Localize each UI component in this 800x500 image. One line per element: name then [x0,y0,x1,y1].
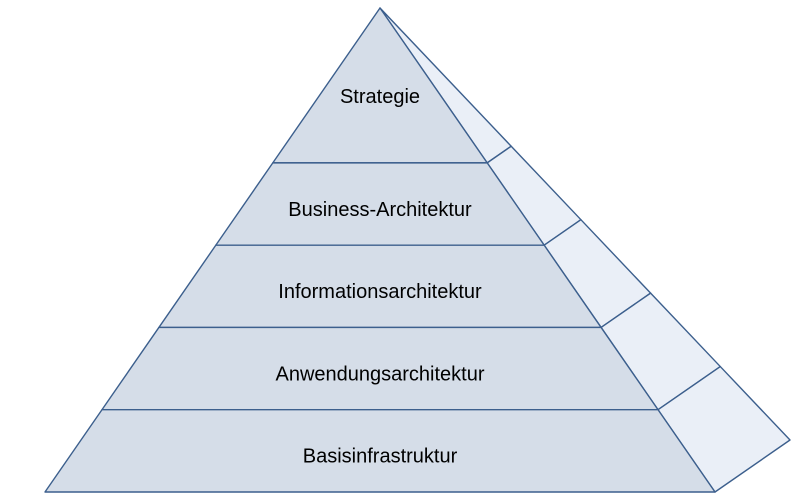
pyramid-label-2: Informationsarchitektur [278,281,482,303]
pyramid-label-1: Business-Architektur [288,199,472,221]
pyramid-diagram: Strategie Business-Architektur Information… [0,0,800,500]
pyramid-label-3: Anwendungsarchitektur [275,363,484,385]
pyramid-label-0: Strategie [340,86,420,108]
pyramid-label-4: Basisinfrastruktur [303,446,458,468]
